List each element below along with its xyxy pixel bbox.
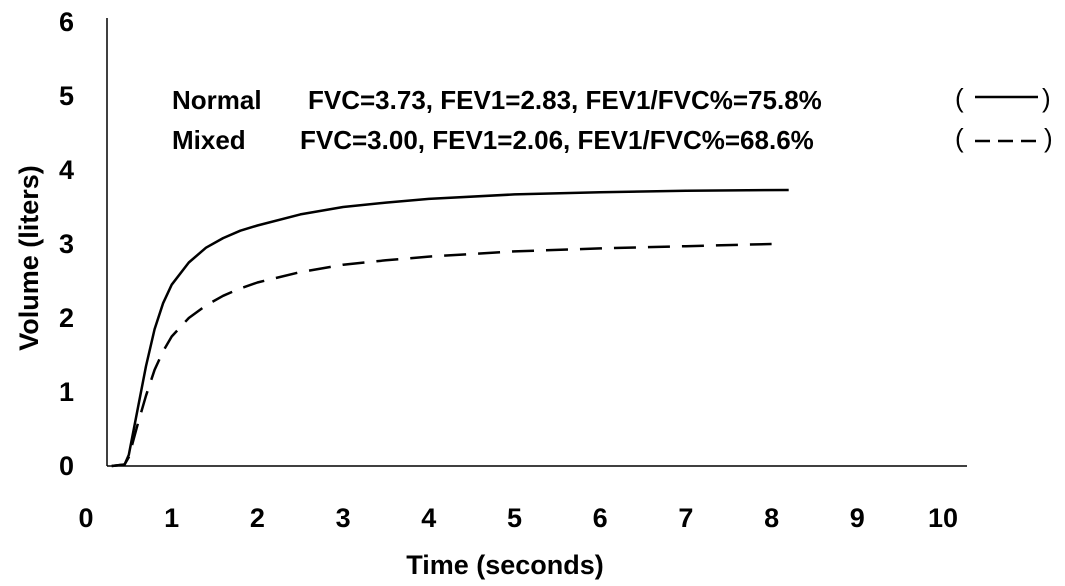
legend-stats-normal: FVC=3.73, FEV1=2.83, FEV1/FVC%=75.8% xyxy=(308,85,822,115)
series-line-mixed xyxy=(111,242,772,468)
y-tick-labels: 0 1 2 3 4 5 6 xyxy=(59,7,74,481)
legend-paren-close-normal: ) xyxy=(1042,83,1051,113)
x-axis-title: Time (seconds) xyxy=(406,550,604,580)
x-tick-label: 2 xyxy=(250,503,265,533)
legend: Normal FVC=3.73, FEV1=2.83, FEV1/FVC%=75… xyxy=(172,83,1053,155)
legend-name-normal: Normal xyxy=(172,85,262,115)
legend-paren-open-mixed: ( xyxy=(955,123,964,153)
x-tick-label: 7 xyxy=(678,503,693,533)
y-tick-label: 2 xyxy=(59,303,74,333)
legend-stats-mixed: FVC=3.00, FEV1=2.06, FEV1/FVC%=68.6% xyxy=(300,125,814,155)
legend-paren-open-normal: ( xyxy=(955,83,964,113)
x-tick-label: 6 xyxy=(593,503,608,533)
y-tick-label: 6 xyxy=(59,7,74,37)
y-tick-label: 1 xyxy=(59,377,74,407)
series-line-normal xyxy=(111,188,789,468)
x-tick-label: 5 xyxy=(507,503,522,533)
x-tick-label: 10 xyxy=(928,503,958,533)
x-tick-label: 8 xyxy=(764,503,779,533)
y-tick-label: 5 xyxy=(59,81,74,111)
x-tick-label: 9 xyxy=(850,503,865,533)
y-tick-label: 0 xyxy=(59,451,74,481)
x-tick-label: 0 xyxy=(78,503,93,533)
x-tick-label: 4 xyxy=(421,503,436,533)
x-tick-label: 3 xyxy=(336,503,351,533)
series-lines xyxy=(111,188,789,468)
y-axis-title: Volume (liters) xyxy=(14,165,44,351)
x-tick-label: 1 xyxy=(164,503,179,533)
x-tick-labels: 0 1 2 3 4 5 6 7 8 9 10 xyxy=(78,503,958,533)
y-tick-label: 3 xyxy=(59,229,74,259)
y-tick-label: 4 xyxy=(59,155,74,185)
legend-paren-close-mixed: ) xyxy=(1044,123,1053,153)
legend-name-mixed: Mixed xyxy=(172,125,246,155)
